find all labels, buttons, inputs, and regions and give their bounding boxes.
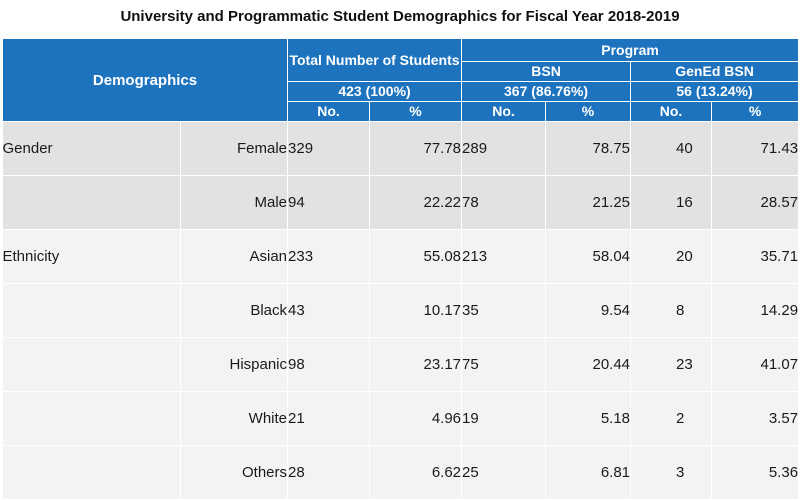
gened-no-cell: 8 <box>630 283 713 338</box>
gened-no-cell: 16 <box>630 175 713 230</box>
header-program: Program <box>461 38 800 62</box>
total-pct-cell: 23.17 <box>369 337 463 392</box>
category-cell <box>2 391 181 446</box>
subcategory-cell: Black <box>180 283 289 338</box>
header-bsn-value: 367 (86.76%) <box>461 81 632 102</box>
header-bsn-pct: % <box>545 101 632 122</box>
table-row: Others 28 6.62 25 6.81 3 5.36 <box>2 445 800 500</box>
subcategory-cell: Hispanic <box>180 337 289 392</box>
subcategory-cell: Others <box>180 445 289 500</box>
gened-pct-cell: 14.29 <box>711 283 800 338</box>
header-total-pct: % <box>369 101 463 122</box>
bsn-no-cell: 78 <box>461 175 547 230</box>
category-cell: Ethnicity <box>2 229 181 284</box>
gened-pct-cell: 35.71 <box>711 229 800 284</box>
category-cell <box>2 445 181 500</box>
gened-no-cell: 40 <box>630 121 713 176</box>
table-body: Gender Female 329 77.78 289 78.75 40 71.… <box>2 121 800 500</box>
category-cell <box>2 175 181 230</box>
header-gened-no: No. <box>630 101 713 122</box>
bsn-no-cell: 25 <box>461 445 547 500</box>
bsn-pct-cell: 6.81 <box>545 445 632 500</box>
header-bsn-no: No. <box>461 101 547 122</box>
total-pct-cell: 55.08 <box>369 229 463 284</box>
subcategory-cell: Asian <box>180 229 289 284</box>
gened-pct-cell: 41.07 <box>711 337 800 392</box>
header-bsn: BSN <box>461 61 632 82</box>
bsn-no-cell: 19 <box>461 391 547 446</box>
header-total-students: Total Number of Students <box>287 38 463 82</box>
table-row: Gender Female 329 77.78 289 78.75 40 71.… <box>2 121 800 176</box>
table-row: Hispanic 98 23.17 75 20.44 23 41.07 <box>2 337 800 392</box>
total-pct-cell: 10.17 <box>369 283 463 338</box>
header-gened-pct: % <box>711 101 800 122</box>
bsn-pct-cell: 5.18 <box>545 391 632 446</box>
bsn-no-cell: 289 <box>461 121 547 176</box>
gened-no-cell: 20 <box>630 229 713 284</box>
gened-pct-cell: 3.57 <box>711 391 800 446</box>
category-cell: Gender <box>2 121 181 176</box>
gened-pct-cell: 28.57 <box>711 175 800 230</box>
bsn-pct-cell: 9.54 <box>545 283 632 338</box>
total-pct-cell: 22.22 <box>369 175 463 230</box>
subcategory-cell: Female <box>180 121 289 176</box>
total-no-cell: 233 <box>287 229 371 284</box>
bsn-no-cell: 35 <box>461 283 547 338</box>
header-total-no: No. <box>287 101 371 122</box>
total-pct-cell: 4.96 <box>369 391 463 446</box>
total-no-cell: 329 <box>287 121 371 176</box>
bsn-pct-cell: 20.44 <box>545 337 632 392</box>
category-cell <box>2 337 181 392</box>
subcategory-cell: Male <box>180 175 289 230</box>
header-demographics: Demographics <box>1 38 289 122</box>
table-row: Ethnicity Asian 233 55.08 213 58.04 20 3… <box>2 229 800 284</box>
total-no-cell: 43 <box>287 283 371 338</box>
gened-no-cell: 2 <box>630 391 713 446</box>
gened-pct-cell: 71.43 <box>711 121 800 176</box>
bsn-no-cell: 213 <box>461 229 547 284</box>
gened-no-cell: 23 <box>630 337 713 392</box>
total-no-cell: 94 <box>287 175 371 230</box>
total-no-cell: 98 <box>287 337 371 392</box>
table-header: Demographics Total Number of Students Pr… <box>1 38 800 122</box>
total-no-cell: 21 <box>287 391 371 446</box>
header-gened-bsn: GenEd BSN <box>630 61 800 82</box>
subcategory-cell: White <box>180 391 289 446</box>
table-row: White 21 4.96 19 5.18 2 3.57 <box>2 391 800 446</box>
total-pct-cell: 6.62 <box>369 445 463 500</box>
bsn-pct-cell: 58.04 <box>545 229 632 284</box>
total-pct-cell: 77.78 <box>369 121 463 176</box>
total-no-cell: 28 <box>287 445 371 500</box>
category-cell <box>2 283 181 338</box>
header-gened-value: 56 (13.24%) <box>630 81 800 102</box>
gened-no-cell: 3 <box>630 445 713 500</box>
table-title: University and Programmatic Student Demo… <box>120 8 680 25</box>
header-total-value: 423 (100%) <box>287 81 463 102</box>
demographics-table: Demographics Total Number of Students Pr… <box>1 38 800 500</box>
table-row: Male 94 22.22 78 21.25 16 28.57 <box>2 175 800 230</box>
bsn-pct-cell: 78.75 <box>545 121 632 176</box>
bsn-no-cell: 75 <box>461 337 547 392</box>
gened-pct-cell: 5.36 <box>711 445 800 500</box>
table-row: Black 43 10.17 35 9.54 8 14.29 <box>2 283 800 338</box>
bsn-pct-cell: 21.25 <box>545 175 632 230</box>
